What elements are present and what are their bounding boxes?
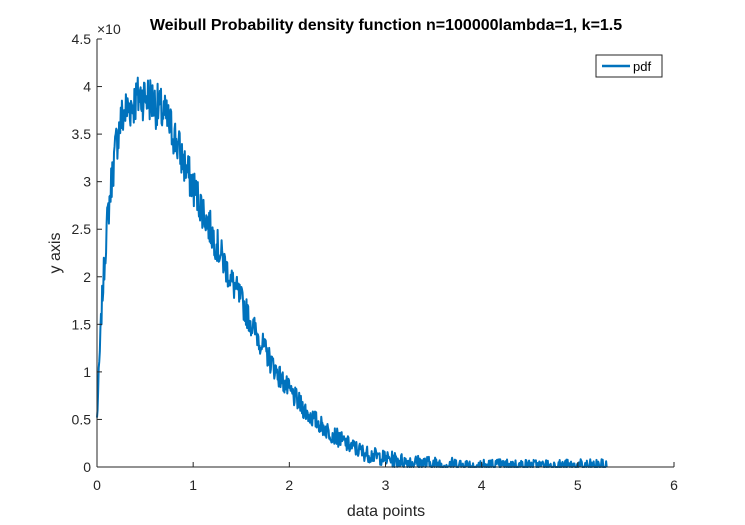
x-tick-label-5: 5 [574, 477, 582, 493]
plot-area [97, 39, 674, 467]
y-axis-label: y axis [47, 233, 64, 274]
x-tick-label-0: 0 [93, 477, 101, 493]
y-tick-label-1: 0.5 [72, 411, 92, 427]
x-tick-label-4: 4 [478, 477, 486, 493]
tick-labels: 0 1 2 3 4 5 6 0 0.5 1 1.5 2 2.5 3 3.5 4 4.5 [72, 31, 679, 493]
x-axis-label: data points [347, 503, 425, 520]
x-tick-label-6: 6 [670, 477, 678, 493]
legend-label-pdf: pdf [633, 59, 651, 74]
legend: pdf [595, 54, 663, 78]
y-exponent-label: ×10 [97, 21, 121, 37]
y-tick-label-6: 3 [83, 174, 91, 190]
y-tick-label-5: 2.5 [72, 221, 92, 237]
x-tick-label-1: 1 [189, 477, 197, 493]
y-tick-label-4: 2 [83, 269, 91, 285]
y-tick-label-8: 4 [83, 79, 91, 95]
y-tick-label-2: 1 [83, 364, 91, 380]
axes-background [97, 39, 674, 467]
y-tick-label-0: 0 [83, 459, 91, 475]
y-tick-label-9: 4.5 [72, 31, 92, 47]
y-tick-label-3: 1.5 [72, 316, 92, 332]
y-tick-label-7: 3.5 [72, 126, 92, 142]
x-tick-label-2: 2 [285, 477, 293, 493]
x-tick-label-3: 3 [382, 477, 390, 493]
chart-title: Weibull Probability density function n=1… [150, 17, 622, 34]
